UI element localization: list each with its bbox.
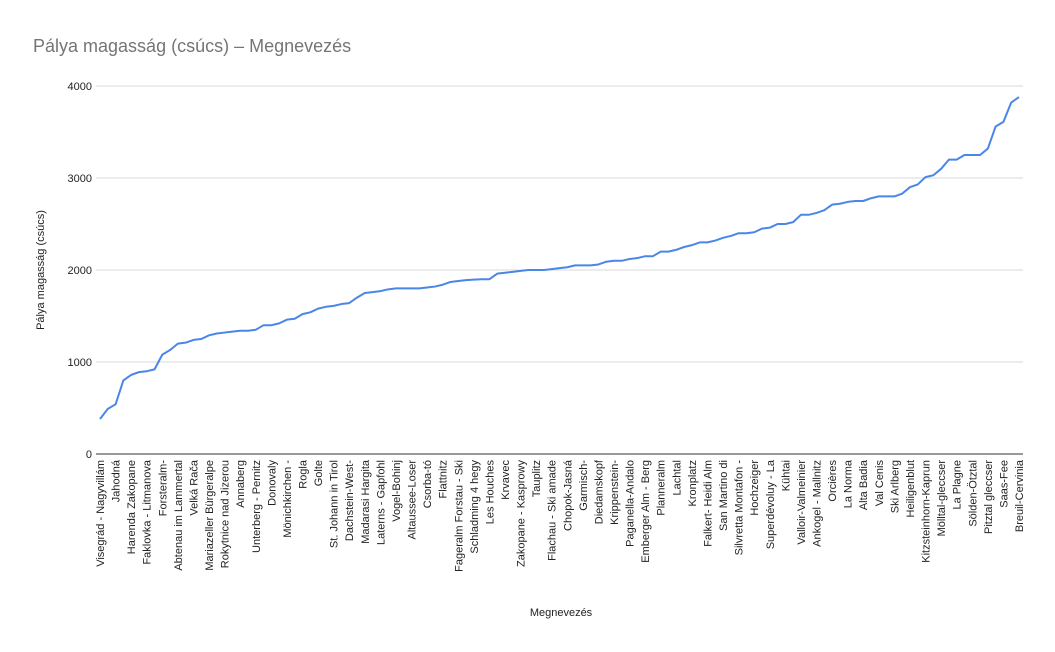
x-tick-label: Rogla — [297, 459, 309, 489]
x-tick-label: La Plagne — [952, 460, 964, 510]
x-tick-label: Garmisch- — [578, 460, 590, 511]
x-tick-label: Les Houches — [484, 460, 496, 525]
x-tick-label: Donovaly — [266, 460, 278, 506]
x-tick-label: Flattnitz — [438, 460, 450, 499]
x-tick-label: Lachtal — [671, 460, 683, 495]
x-tick-label: San Martino di — [718, 460, 730, 531]
x-tick-label: Vogel-Bohinj — [391, 460, 403, 522]
x-tick-label: Heiligenblut — [905, 460, 917, 517]
y-tick-label: 1000 — [68, 357, 92, 369]
x-tick-label: Laterns - Gapfohl — [375, 460, 387, 545]
x-tick-label: Emberger Alm - Berg — [640, 460, 652, 563]
x-tick-label: Superdévoluy - La — [765, 459, 777, 549]
x-tick-label: Unterberg - Pernitz — [251, 460, 263, 553]
x-tick-label: Faklovka - Litmanova — [142, 459, 154, 564]
x-tick-label: Ankogel - Mallnitz — [812, 460, 824, 547]
x-tick-label: Ski Arlberg — [889, 460, 901, 513]
x-tick-label: Fageralm Forstau - Ski — [453, 460, 465, 572]
x-tick-label: Schladming 4 hegy — [469, 460, 481, 554]
x-axis-label: Megnevezés — [530, 607, 593, 619]
x-tick-label: Falkert- Heidi Alm — [702, 460, 714, 547]
x-tick-label: Annaberg — [235, 460, 247, 508]
x-tick-label: Saas-Fee — [998, 460, 1010, 508]
x-tick-label: Csorba-tó — [422, 460, 434, 508]
x-tick-label: Rokytnice nad Jizerou — [220, 460, 232, 568]
y-tick-label: 2000 — [68, 265, 92, 277]
x-tick-label: Velká Rača — [188, 459, 200, 516]
x-tick-label: Chopok-Jasná — [562, 459, 574, 531]
x-tick-label: St. Johann in Tirol — [329, 460, 341, 548]
x-tick-label: Mönichkirchen - — [282, 460, 294, 538]
x-tick-label: Tauplitz — [531, 460, 543, 497]
x-tick-label: Zakopane - Kasprowy — [516, 460, 528, 567]
x-tick-label: Madarasi Hargita — [360, 459, 372, 544]
data-line — [99, 96, 1020, 420]
y-axis-label: Pálya magasság (csúcs) — [35, 210, 47, 330]
x-tick-label: Sölden-Ötztal — [967, 460, 979, 527]
x-tick-label: Kitzsteinhorn-Kaprun — [921, 460, 933, 563]
x-tick-label: Silvretta Montafon - — [734, 460, 746, 556]
x-tick-label: Valloir-Valmeinier — [796, 460, 808, 545]
x-tick-label: Paganella-Andalo — [625, 460, 637, 547]
x-tick-label: Forsteralm- — [157, 460, 169, 517]
x-tick-label: Planneralm — [656, 460, 668, 516]
chart-title: Pálya magasság (csúcs) – Megnevezés — [33, 36, 351, 56]
x-tick-label: Krvavec — [500, 460, 512, 500]
x-tick-label: Orcières — [827, 460, 839, 502]
x-tick-label: Val Cenis — [874, 460, 886, 507]
x-tick-label: Abtenau im Lammertal — [173, 460, 185, 571]
x-tick-label: Hochzeiger — [749, 460, 761, 516]
x-tick-label: Kronplatz — [687, 460, 699, 506]
x-tick-label: Mariazeller Bürgeralpe — [204, 460, 216, 571]
x-tick-label: Breuil-Cervinia — [1014, 459, 1026, 532]
x-tick-label: Dachstein-West- — [344, 460, 356, 541]
x-tick-label: Flachau - Ski amade — [547, 460, 559, 561]
x-tick-label: Visegrád - Nagyvillám — [95, 460, 107, 567]
x-tick-label: Alta Badia — [858, 459, 870, 510]
x-tick-label: Diedamskopf — [593, 459, 605, 524]
x-tick-label: Altaussee-Loser — [407, 460, 419, 540]
y-tick-label: 3000 — [68, 173, 92, 185]
x-tick-label: Golte — [313, 460, 325, 486]
x-tick-label: Jahodná — [111, 459, 123, 502]
y-tick-label: 4000 — [68, 81, 92, 93]
x-tick-label: Krippenstein- — [609, 460, 621, 525]
y-tick-label: 0 — [86, 449, 92, 461]
x-tick-label: Kühtai — [780, 460, 792, 491]
x-tick-label: Mölltal-gleccser — [936, 460, 948, 537]
x-tick-label: Pitztal gleccser — [983, 460, 995, 534]
x-tick-label: La Norma — [843, 459, 855, 508]
x-tick-label: Harenda Zakopane — [126, 460, 138, 554]
